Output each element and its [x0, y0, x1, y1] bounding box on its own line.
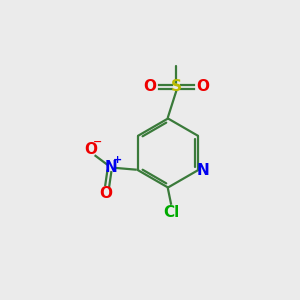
Text: Cl: Cl [163, 205, 179, 220]
Text: N: N [197, 163, 210, 178]
Text: O: O [84, 142, 97, 157]
Text: O: O [196, 80, 209, 94]
Text: N: N [104, 160, 117, 175]
Text: S: S [171, 80, 182, 94]
Text: O: O [100, 186, 112, 201]
Text: +: + [112, 155, 122, 165]
Text: −: − [93, 136, 103, 146]
Text: O: O [143, 80, 157, 94]
